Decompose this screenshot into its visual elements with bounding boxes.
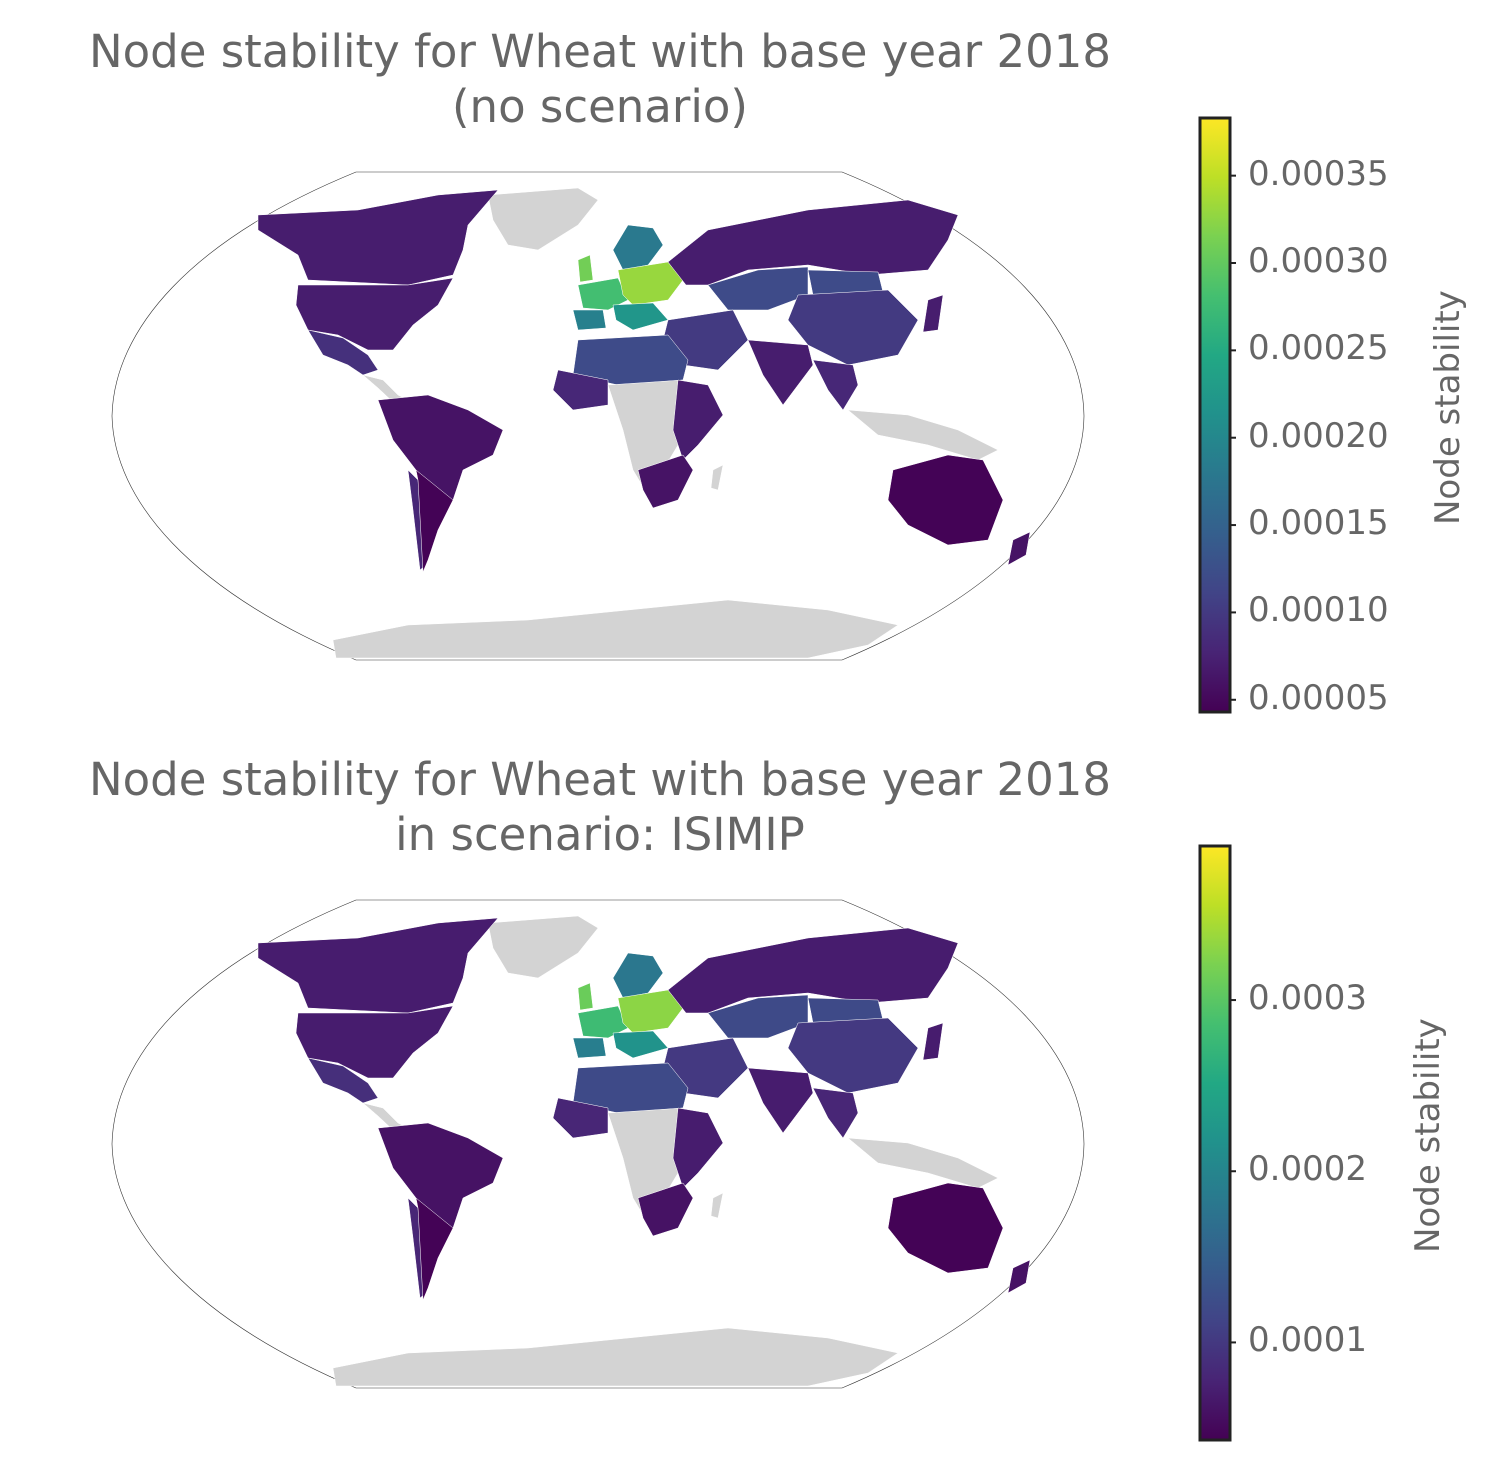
region-australia [887,1182,1004,1274]
region-uk [577,254,594,283]
region-southeast-asia [812,359,859,411]
region-greenland [487,187,599,251]
region-new-zealand [1007,1259,1031,1294]
region-canada [257,189,499,286]
region-east-africa [672,1107,724,1189]
region-mexico [307,1057,379,1104]
region-new-zealand [1007,531,1031,566]
region-madagascar-nd [710,464,724,491]
region-east-africa [672,379,724,461]
colorbar-gradient [1198,116,1232,714]
panel-title-line1: Node stability for Wheat with base year … [88,753,1112,806]
panel-title-line1: Node stability for Wheat with base year … [88,25,1112,78]
colorbar-gradient [1198,844,1232,1442]
map-panel-isimip: Node stability for Wheat with base year … [0,728,1506,1470]
world-map [111,171,1085,661]
region-west-africa [552,369,609,411]
region-north-america [295,1005,454,1079]
colorbar-tick-label: 0.00035 [1248,153,1389,194]
colorbar-tick-label: 0.00005 [1248,677,1389,718]
region-japan [922,294,944,333]
region-west-africa [552,1097,609,1139]
region-madagascar-nd [710,1192,724,1219]
region-southern-africa [637,454,694,509]
colorbar-tick-label: 0.0001 [1248,1320,1367,1361]
region-japan [922,1022,944,1061]
region-se-asia-nd [847,409,999,461]
region-italy-balkans [612,1030,669,1059]
region-se-asia-nd [847,1137,999,1189]
colorbar [1198,116,1236,714]
colorbar-tick-label: 0.00025 [1248,328,1389,369]
region-antarctica [332,1327,899,1387]
region-italy-balkans [612,302,669,331]
region-greenland [487,915,599,979]
colorbar-tick-label: 0.00020 [1248,415,1389,456]
map-panel-baseline: Node stability for Wheat with base year … [0,0,1506,730]
region-uk [577,982,594,1011]
colorbar-tick-label: 0.00010 [1248,590,1389,631]
colorbar-tick-label: 0.00030 [1248,241,1389,281]
colorbar-tick-label: 0.0003 [1248,978,1367,1019]
panel-title: Node stability for Wheat with base year … [0,24,1200,134]
region-australia [887,454,1004,546]
region-antarctica [332,599,899,659]
world-map [111,899,1085,1389]
region-spain [572,309,607,331]
colorbar [1198,844,1236,1442]
region-southeast-asia [812,1087,859,1139]
colorbar-title: Node stability [1408,1018,1448,1253]
region-spain [572,1037,607,1059]
panel-title: Node stability for Wheat with base year … [0,752,1200,862]
region-canada [257,917,499,1014]
region-north-america [295,277,454,351]
panel-title-line2: (no scenario) [452,80,748,133]
region-mexico [307,329,379,376]
region-india [747,1067,814,1134]
region-argentina [415,1197,454,1301]
region-argentina [415,469,454,573]
panel-title-line2: in scenario: ISIMIP [395,808,805,861]
colorbar-tick-label: 0.0002 [1248,1149,1367,1190]
region-south-america [377,394,504,511]
colorbar-tick-label: 0.00015 [1248,503,1389,544]
region-india [747,339,814,406]
colorbar-title: Node stability [1428,290,1468,525]
region-southern-africa [637,1182,694,1237]
region-china [787,1017,919,1094]
region-south-america [377,1122,504,1239]
region-china [787,289,919,366]
